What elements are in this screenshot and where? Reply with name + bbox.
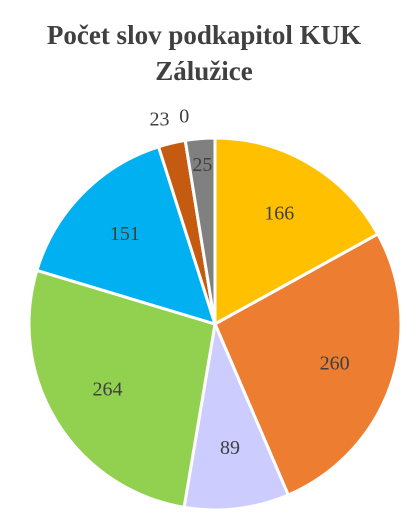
pie-slice xyxy=(35,144,218,327)
pie-slice xyxy=(183,136,217,325)
pie-slice xyxy=(27,268,217,510)
data-label: 89 xyxy=(220,437,240,459)
data-label: 23 xyxy=(149,109,169,131)
data-label: 151 xyxy=(110,223,140,245)
pie-slice xyxy=(182,318,291,512)
data-label: 166 xyxy=(264,203,294,225)
data-label: 0 xyxy=(179,106,189,128)
chart-title: Počet slov podkapitol KUK Zálužice xyxy=(47,20,361,86)
pie-slice xyxy=(213,136,380,327)
data-label: 264 xyxy=(93,378,123,400)
data-label: 260 xyxy=(320,353,350,375)
data-label: 25 xyxy=(192,154,212,176)
